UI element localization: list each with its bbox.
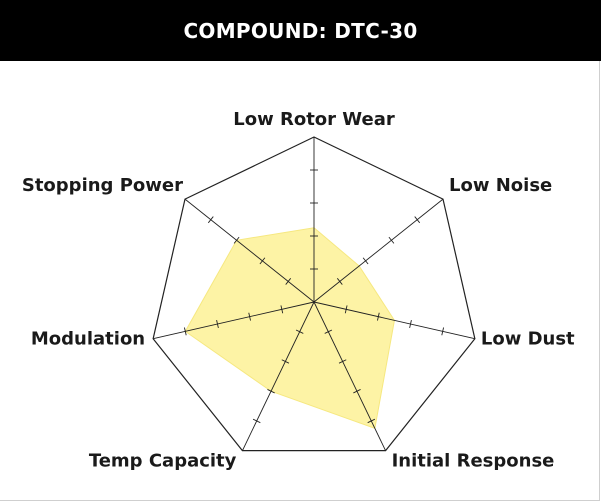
axis-spoke	[313, 301, 386, 451]
axis-tick	[216, 320, 219, 329]
chart-header: COMPOUND: DTC-30	[0, 0, 601, 61]
axis-tick	[441, 327, 445, 336]
outer-boundary	[152, 136, 476, 452]
axis-tick	[324, 329, 333, 334]
chart-title: COMPOUND: DTC-30	[183, 18, 418, 43]
axis-label: Low Rotor Wear	[233, 109, 395, 130]
axis-tick	[267, 389, 275, 394]
axis-tick	[409, 320, 412, 329]
axis-tick	[388, 236, 395, 244]
axis-tick	[207, 216, 214, 224]
axis-spoke	[242, 301, 315, 451]
axis-tick	[183, 327, 187, 336]
axis-tick	[338, 359, 347, 364]
axis-tick	[252, 418, 261, 424]
axis-tick	[367, 418, 376, 424]
axis-label: Initial Response	[392, 451, 555, 472]
axis-spoke	[153, 301, 315, 340]
axis-tick	[344, 305, 348, 314]
chart-frame	[0, 61, 600, 501]
axis-tick	[285, 278, 292, 285]
axis-label: Low Dust	[481, 329, 575, 350]
axis-spoke	[184, 198, 315, 303]
axis-tick	[414, 216, 421, 224]
axis-tick	[280, 305, 284, 314]
axis-tick	[295, 329, 304, 334]
axis-tick	[248, 312, 251, 321]
axis-label: Low Noise	[449, 175, 552, 196]
data-area	[184, 227, 395, 430]
axis-tick	[233, 236, 240, 244]
axis-spoke	[313, 301, 475, 340]
axis-label: Modulation	[31, 329, 145, 350]
axis-label: Stopping Power	[22, 175, 183, 196]
axis-tick	[362, 257, 369, 265]
axis-tick	[353, 389, 361, 394]
axis-tick	[336, 278, 343, 285]
axis-spoke	[313, 198, 444, 303]
axis-tick	[377, 312, 380, 321]
axis-label: Temp Capacity	[89, 451, 237, 472]
axis-tick	[281, 359, 290, 364]
axis-tick	[259, 257, 266, 265]
